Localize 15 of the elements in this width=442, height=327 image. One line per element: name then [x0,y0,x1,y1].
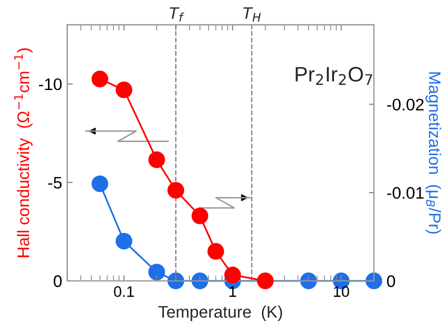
x-tick-label: 1 [230,286,236,297]
y2-tick-label: 0 [387,275,396,288]
y2-tick-label: -0.01 [387,187,424,199]
annotation: Pr$_{2}$Ir$_{2}$O$_{7}$ [296,66,372,85]
x-tick-label: 0.1 [114,286,134,297]
x-tick-label: 10 [334,286,350,297]
ref-line-label: T$_{H}$ [243,7,261,22]
y-tick-label: 0 [54,275,62,288]
y2-axis-title: Magnetization (μ$_{B}$/Pr) [426,72,442,234]
y-tick-label: -10 [38,78,62,90]
y-axis-title: Hall conductivity (Ω$^{−1}$cm$^{−1}$) [14,48,33,258]
x-axis-title: Temperature (K) [158,306,282,322]
ref-line-label: T$_{f}$ [170,7,184,22]
y2-tick-label: -0.02 [387,98,424,111]
y-tick-label: -5 [48,176,62,189]
